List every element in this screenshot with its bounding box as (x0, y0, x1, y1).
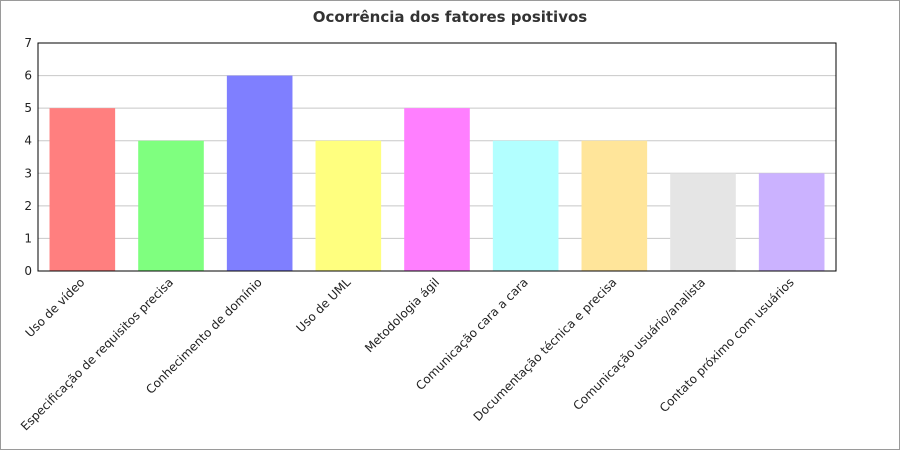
y-tick-label: 5 (24, 101, 32, 115)
y-tick-label: 7 (24, 36, 32, 50)
chart-title: Ocorrência dos fatores positivos (312, 8, 588, 26)
x-tick-label: Uso de UML (293, 275, 353, 335)
bar (581, 140, 648, 271)
y-tick-label: 6 (24, 69, 32, 83)
y-tick-label: 1 (24, 231, 32, 245)
y-tick-label: 2 (24, 199, 32, 213)
bars (49, 75, 825, 272)
plot-border (37, 42, 837, 272)
x-tick-label: Especificação de requisitos precisa (18, 275, 176, 433)
x-tick-label: Uso de vídeo (23, 275, 88, 340)
axes (37, 42, 837, 272)
bar (492, 140, 559, 271)
bar (138, 140, 204, 271)
bar (226, 75, 293, 271)
y-tick-label: 0 (24, 264, 32, 278)
bar (670, 173, 736, 271)
y-tick-label: 3 (24, 166, 32, 180)
y-tick-label: 4 (24, 134, 32, 148)
bar (315, 140, 382, 271)
bar (758, 173, 825, 271)
bar (49, 108, 116, 272)
bar (404, 108, 470, 272)
x-tick-label: Documentação técnica e precisa (471, 275, 620, 424)
x-tick-label: Metodologia ágil (362, 275, 442, 355)
